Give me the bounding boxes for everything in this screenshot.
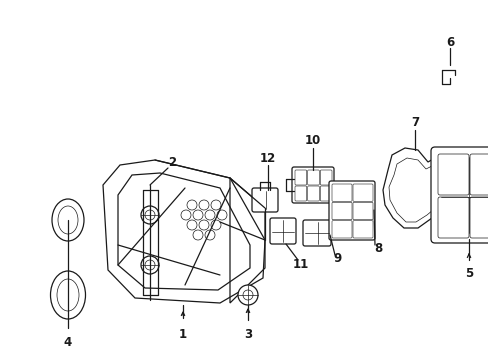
FancyBboxPatch shape — [430, 147, 488, 243]
FancyBboxPatch shape — [303, 220, 330, 246]
Text: 4: 4 — [64, 336, 72, 349]
Text: 2: 2 — [167, 157, 176, 170]
FancyBboxPatch shape — [328, 181, 374, 240]
Text: 1: 1 — [179, 328, 187, 341]
Text: 11: 11 — [292, 257, 308, 270]
Text: 7: 7 — [410, 117, 418, 130]
Text: 8: 8 — [373, 243, 381, 256]
Text: 5: 5 — [464, 267, 472, 280]
Text: 6: 6 — [445, 36, 453, 49]
Text: 3: 3 — [244, 328, 251, 341]
Circle shape — [238, 285, 258, 305]
Text: 10: 10 — [304, 135, 321, 148]
FancyBboxPatch shape — [251, 188, 278, 212]
FancyBboxPatch shape — [291, 167, 333, 203]
Circle shape — [141, 256, 159, 274]
Polygon shape — [382, 148, 451, 228]
Text: 9: 9 — [333, 252, 342, 266]
Ellipse shape — [52, 199, 84, 241]
FancyBboxPatch shape — [269, 218, 295, 244]
Text: 12: 12 — [259, 152, 276, 165]
Circle shape — [141, 206, 159, 224]
Ellipse shape — [50, 271, 85, 319]
